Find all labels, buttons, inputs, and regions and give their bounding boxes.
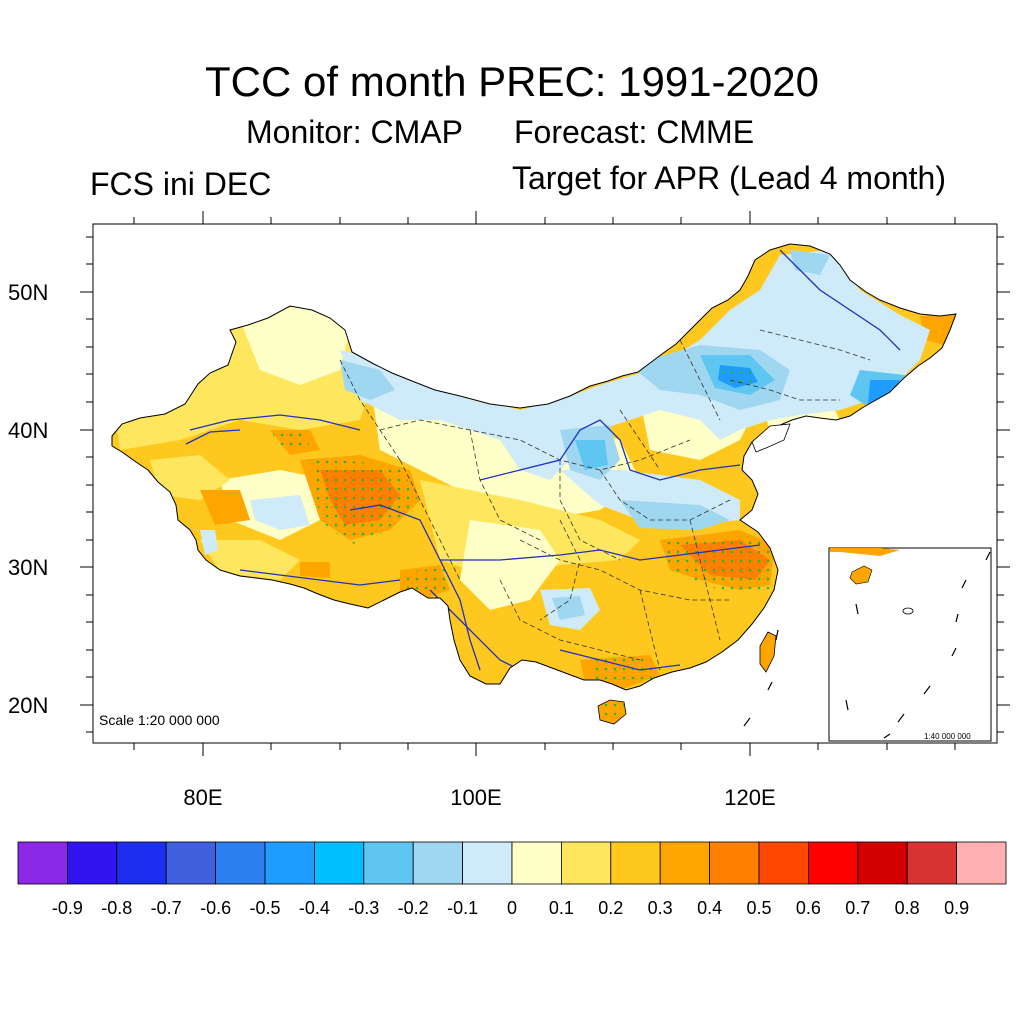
forecast-label: Forecast: CMME [514,114,755,150]
colorbar-swatch [956,841,1007,885]
colorbar-label: 0.8 [895,898,920,918]
monitor-label: Monitor: CMAP [246,114,463,150]
colorbar-swatch [165,841,216,885]
scale-label: Scale 1:20 000 000 [99,712,220,728]
colorbar-swatch [412,841,464,885]
colorbar-label: 0 [507,898,517,918]
chart-title: TCC of month PREC: 1991-2020 [205,58,819,105]
colorbar-label: 0.7 [845,898,870,918]
colorbar-swatch [610,841,661,885]
colorbar-swatch [808,841,859,885]
lon-label-120e: 120E [724,785,775,810]
nine-dash-marks [743,629,779,727]
lon-label-80e: 80E [183,785,222,810]
colorbar-swatch [906,841,958,885]
colorbar-swatch [313,841,365,885]
colorbar [17,841,1007,885]
colorbar-swatch [67,841,118,885]
colorbar-swatch [17,841,68,885]
colorbar-swatch [264,841,315,885]
colorbar-label: 0.1 [549,898,574,918]
colorbar-label: -0.3 [348,898,379,918]
colorbar-swatch [215,841,266,885]
lat-label-30n: 30N [8,555,48,580]
forecast-init-label: FCS ini DEC [90,166,272,202]
colorbar-label: 0.2 [598,898,623,918]
colorbar-swatch [659,841,711,885]
colorbar-label: 0.6 [796,898,821,918]
colorbar-label: -0.5 [249,898,280,918]
colorbar-label: 0.9 [944,898,969,918]
colorbar-labels: -0.9 -0.8 -0.7 -0.6 -0.5 -0.4 -0.3 -0.2 -0.1 0 0.1… [52,898,969,918]
colorbar-swatch [857,841,908,885]
colorbar-label: -0.6 [200,898,231,918]
colorbar-label: -0.8 [101,898,132,918]
lat-label-20n: 20N [8,693,48,718]
colorbar-swatch [511,841,562,885]
south-china-sea-inset: 1:40 000 000 [828,547,992,742]
colorbar-label: -0.1 [447,898,478,918]
colorbar-swatch [709,841,760,885]
lat-label-50n: 50N [8,280,48,305]
colorbar-label: 0.5 [746,898,771,918]
colorbar-label: -0.9 [52,898,83,918]
inset-scale-label: 1:40 000 000 [924,732,971,741]
target-label: Target for APR (Lead 4 month) [512,160,946,196]
lat-label-40n: 40N [8,418,48,443]
lon-label-100e: 100E [450,785,501,810]
colorbar-label: 0.3 [648,898,673,918]
colorbar-label: -0.2 [398,898,429,918]
bohai-sea [751,423,791,453]
axis-ticks [80,211,1010,756]
taiwan-island [759,631,777,673]
colorbar-swatch [363,841,414,885]
colorbar-label: -0.4 [299,898,330,918]
colorbar-label: 0.4 [697,898,722,918]
colorbar-label: -0.7 [151,898,182,918]
colorbar-swatch [561,841,612,885]
colorbar-swatch [462,841,513,885]
colorbar-swatch [116,841,167,885]
colorbar-swatch [758,841,809,885]
